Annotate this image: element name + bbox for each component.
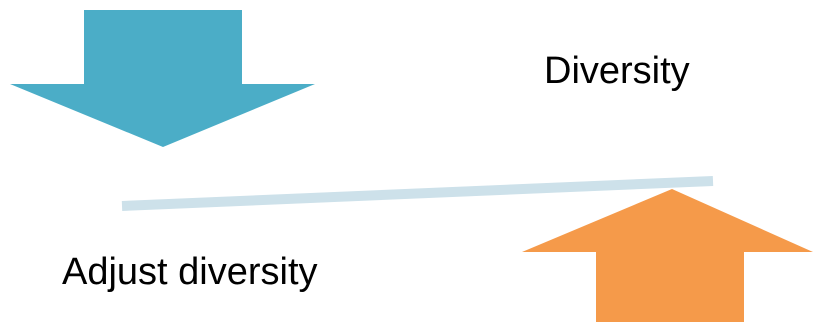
adjust-diversity-label: Adjust diversity	[62, 251, 318, 293]
arrow-up-icon	[522, 189, 813, 322]
arrow-down-icon	[10, 10, 315, 147]
diversity-label: Diversity	[544, 50, 690, 92]
balance-beam	[121, 176, 714, 211]
